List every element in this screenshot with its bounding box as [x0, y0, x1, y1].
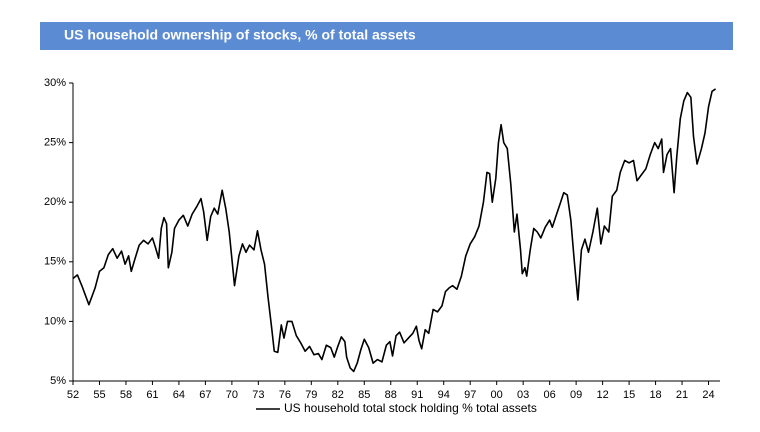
x-tick-label: 58: [120, 389, 132, 401]
x-tick-label: 76: [279, 389, 291, 401]
x-tick-label: 09: [570, 389, 582, 401]
y-tick-label: 20%: [44, 196, 66, 208]
x-tick-label: 73: [252, 389, 264, 401]
x-tick-label: 97: [464, 389, 476, 401]
y-tick-label: 5%: [50, 375, 66, 387]
y-tick-label: 25%: [44, 137, 66, 149]
x-tick-label: 91: [411, 389, 423, 401]
chart-title: US household ownership of stocks, % of t…: [64, 27, 416, 43]
x-tick-label: 61: [146, 389, 158, 401]
x-tick-label: 15: [623, 389, 635, 401]
x-tick-label: 70: [226, 389, 238, 401]
legend-label: US household total stock holding % total…: [284, 401, 537, 415]
x-tick-label: 82: [332, 389, 344, 401]
x-tick-label: 21: [676, 389, 688, 401]
x-tick-label: 52: [67, 389, 79, 401]
y-tick-label: 30%: [44, 77, 66, 89]
x-tick-label: 24: [702, 389, 714, 401]
y-tick-label: 15%: [44, 256, 66, 268]
x-tick-label: 00: [491, 389, 503, 401]
x-tick-label: 06: [544, 389, 556, 401]
x-tick-label: 85: [358, 389, 370, 401]
x-tick-label: 67: [199, 389, 211, 401]
data-line: [72, 88, 717, 373]
x-tick-label: 64: [173, 389, 185, 401]
x-tick-label: 94: [438, 389, 450, 401]
y-tick-label: 10%: [44, 315, 66, 327]
x-tick-label: 03: [517, 389, 529, 401]
x-tick-label: 18: [649, 389, 661, 401]
x-tick-label: 55: [93, 389, 105, 401]
x-tick-label: 88: [385, 389, 397, 401]
x-tick-label: 12: [596, 389, 608, 401]
title-banner: [40, 22, 733, 50]
x-tick-label: 79: [305, 389, 317, 401]
